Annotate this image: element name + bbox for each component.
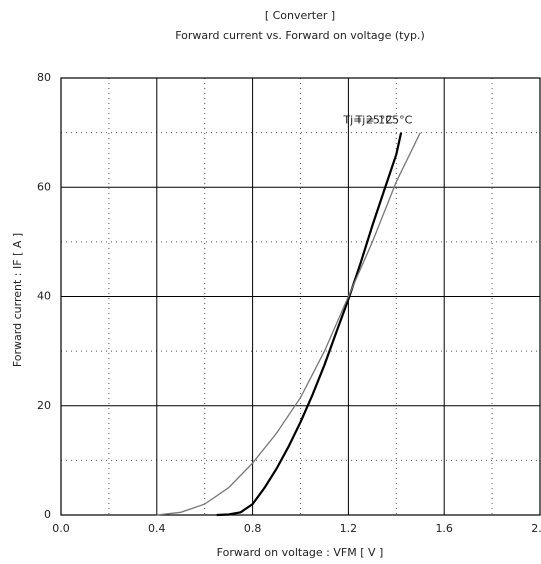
x-tick-label: 0.4 [148, 522, 166, 535]
y-axis-label: Forward current : IF [ A ] [11, 233, 24, 367]
x-tick-label: 2.0 [531, 522, 541, 535]
y-tick-label: 40 [37, 290, 51, 303]
y-tick-label: 20 [37, 399, 51, 412]
x-axis-label: Forward on voltage : VFM [ V ] [217, 546, 384, 559]
series-label: Tj= 125°C [355, 114, 413, 127]
series-line [216, 132, 403, 517]
x-tick-label: 1.6 [435, 522, 453, 535]
chart-title: [ Converter ] [265, 9, 335, 22]
chart-subtitle: Forward current vs. Forward on voltage (… [175, 29, 425, 42]
y-tick-label: 80 [37, 71, 51, 84]
x-tick-label: 1.2 [340, 522, 358, 535]
plot-frame [60, 77, 541, 516]
y-tick-label: 60 [37, 180, 51, 193]
series-label: Tj= 25°C [342, 114, 393, 127]
y-tick-label: 0 [44, 508, 51, 521]
x-tick-label: 0.0 [52, 522, 70, 535]
series-line [156, 132, 421, 516]
x-tick-label: 0.8 [244, 522, 262, 535]
